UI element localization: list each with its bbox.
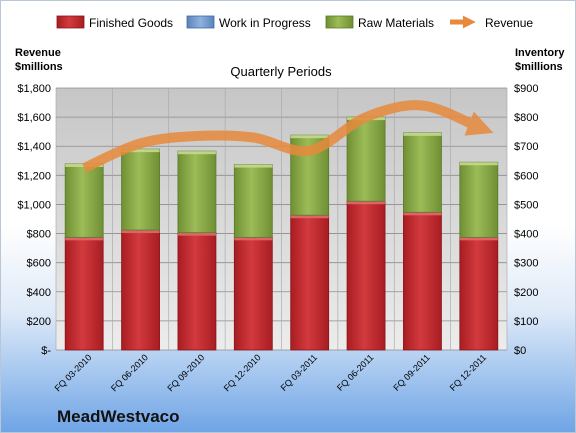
left-axis-ticks: $- $200 $400 $600 $800 $1,000 $1,200 $1,400 $1,6… — [17, 83, 51, 357]
x-tick-label: FQ 09-2011 — [391, 352, 432, 393]
left-tick-label: $1,600 — [17, 112, 51, 124]
revenue-line-path — [82, 100, 494, 173]
bar-finished-goods — [346, 200, 386, 351]
bar-finished-goods — [177, 232, 217, 351]
right-tick-label: $100 — [514, 316, 538, 328]
bar-raw-materials — [64, 163, 104, 238]
right-tick-label: $200 — [514, 287, 538, 299]
legend-label-work-in-progress: Work in Progress — [219, 16, 311, 30]
legend-label-revenue: Revenue — [485, 16, 533, 30]
bar-raw-materials — [121, 148, 160, 231]
x-tick-label: FQ 03-2010 — [53, 352, 94, 393]
left-tick-label: $1,800 — [17, 83, 51, 95]
left-tick-label: $600 — [27, 258, 51, 270]
bar-raw-materials — [459, 161, 499, 238]
legend-swatch-finished-goods — [56, 15, 85, 29]
right-axis-title-line1: Inventory — [515, 47, 565, 59]
bars — [64, 116, 499, 351]
x-tick-label: FQ 06-2011 — [335, 352, 376, 393]
bar-finished-goods-top-cap — [121, 230, 160, 234]
right-axis-ticks: $0 $100 $200 $300 $400 $500 $600 $700 $800 $900 — [514, 83, 538, 357]
bar-raw-materials — [177, 150, 217, 234]
bar-finished-goods-top-cap — [290, 215, 329, 219]
bar-raw-materials — [346, 116, 386, 202]
x-tick-label: FQ 06-2010 — [109, 352, 150, 393]
bar-finished-goods-top-cap — [65, 237, 104, 241]
right-tick-label: $300 — [514, 258, 538, 270]
x-tick-label: FQ 12-2010 — [222, 352, 263, 393]
bar-finished-goods — [64, 236, 104, 351]
bar-finished-goods — [459, 236, 499, 351]
legend: Finished Goods Work in Progress Raw Mate… — [56, 15, 533, 30]
bar-raw-materials-top-cap — [459, 162, 498, 166]
left-axis-title-line2: $millions — [15, 61, 63, 73]
bar-finished-goods-top-cap — [234, 237, 273, 241]
x-tick-label: FQ 09-2010 — [165, 352, 206, 393]
bar-finished-goods — [290, 214, 330, 351]
left-tick-label: $- — [41, 345, 51, 357]
left-tick-label: $1,000 — [17, 199, 51, 211]
left-axis-title-line1: Revenue — [15, 47, 61, 59]
bar-finished-goods-top-cap — [403, 212, 442, 216]
left-tick-label: $1,400 — [17, 141, 51, 153]
left-tick-label: $1,200 — [17, 170, 51, 182]
right-tick-label: $500 — [514, 199, 538, 211]
legend-swatch-raw-materials — [325, 15, 354, 29]
bar-raw-materials-top-cap — [177, 151, 216, 155]
bar-raw-materials-top-cap — [403, 132, 442, 136]
left-tick-label: $800 — [27, 229, 51, 241]
company-name: MeadWestvaco — [57, 407, 180, 426]
right-axis-title-line2: $millions — [515, 61, 563, 73]
revenue-line — [82, 100, 494, 173]
bar-raw-materials-top-cap — [121, 149, 160, 153]
bar-finished-goods — [403, 211, 442, 351]
bar-raw-materials-top-cap — [290, 135, 329, 139]
right-tick-label: $800 — [514, 112, 538, 124]
chart-title: Quarterly Periods — [230, 64, 332, 79]
right-tick-label: $600 — [514, 170, 538, 182]
bar-finished-goods — [233, 236, 273, 351]
bar-finished-goods-top-cap — [459, 237, 498, 241]
x-tick-label: FQ 03-2011 — [279, 352, 320, 393]
bar-finished-goods — [121, 229, 160, 351]
left-tick-label: $200 — [27, 316, 51, 328]
bar-finished-goods-top-cap — [177, 232, 216, 236]
bar-raw-materials — [233, 164, 273, 238]
bar-finished-goods-top-cap — [347, 201, 386, 205]
right-tick-label: $900 — [514, 83, 538, 95]
left-tick-label: $400 — [27, 287, 51, 299]
legend-label-raw-materials: Raw Materials — [358, 16, 434, 30]
bar-raw-materials — [403, 132, 442, 213]
bar-raw-materials-top-cap — [234, 164, 273, 168]
x-tick-label: FQ 12-2011 — [448, 352, 489, 393]
legend-label-finished-goods: Finished Goods — [89, 16, 173, 30]
right-tick-label: $400 — [514, 229, 538, 241]
right-tick-label: $0 — [514, 345, 526, 357]
legend-swatch-work-in-progress — [186, 15, 215, 29]
x-axis-ticks: FQ 03-2010 FQ 06-2010 FQ 09-2010 FQ 12-2010… — [53, 352, 489, 393]
right-tick-label: $700 — [514, 141, 538, 153]
